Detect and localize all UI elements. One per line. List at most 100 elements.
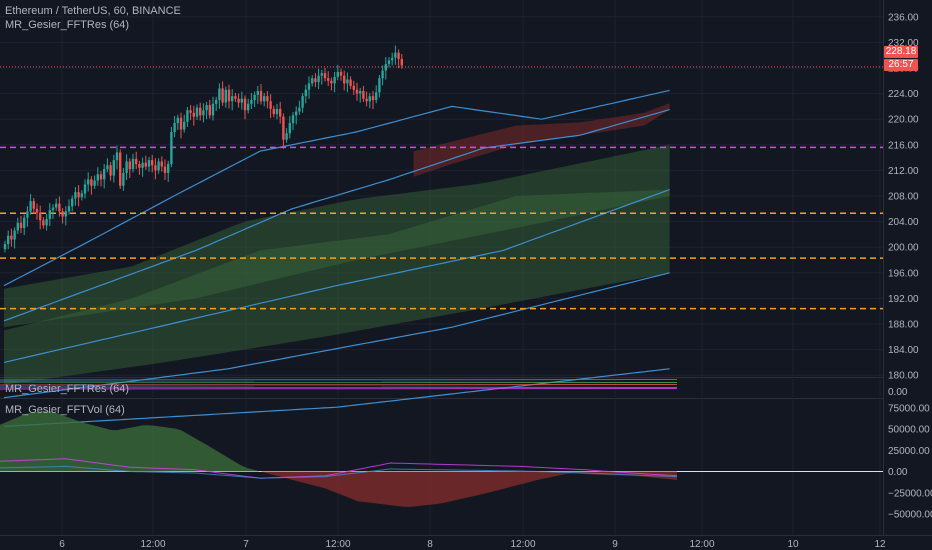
study-title-vol[interactable]: MR_Gesier_FFTVol (64) (5, 404, 125, 416)
candle-body (96, 174, 99, 181)
time-tick-label: 8 (427, 539, 433, 550)
candle-body (55, 203, 58, 208)
candle-body (291, 115, 295, 124)
time-tick-label: 9 (612, 539, 618, 550)
candle-body (64, 211, 67, 217)
candle-body (243, 98, 247, 111)
ma_very_slow[interactable] (3, 272, 670, 399)
candle-body (189, 110, 192, 113)
candle-body (221, 88, 224, 103)
vol-layer (0, 410, 883, 507)
ma_bottom[interactable] (3, 368, 670, 427)
time-tick-label: 12:00 (689, 539, 714, 550)
candle-body (131, 158, 135, 170)
candle-body (211, 103, 215, 116)
candle-body (349, 79, 352, 86)
candle-body (400, 59, 403, 66)
candle-body (23, 217, 26, 228)
time-tick-label: 6 (59, 539, 65, 550)
price-tick-label: 212.00 (888, 166, 919, 177)
candle-body (378, 78, 381, 93)
ma_slow[interactable] (3, 189, 670, 363)
candle-body (368, 96, 371, 102)
candle-body (93, 180, 96, 186)
price-tick-label: 224.00 (888, 89, 919, 100)
candle-body (285, 133, 288, 140)
candle-body (205, 105, 208, 111)
price-tick-label: 236.00 (888, 12, 919, 23)
res-line (0, 384, 678, 386)
candle-body (51, 207, 55, 211)
countdown-tag: 26:57 (884, 59, 918, 71)
res-tick-label: 0.00 (888, 387, 908, 398)
candle-body (355, 89, 359, 94)
price-tick-label: 184.00 (888, 345, 919, 356)
candle-body (282, 116, 285, 140)
candle-body (26, 211, 29, 218)
res-line (0, 379, 678, 381)
candle-body (35, 208, 39, 213)
candle-body (106, 165, 109, 170)
candle-body (317, 75, 320, 83)
candle-body (99, 174, 103, 180)
candle-body (202, 110, 205, 116)
candle-body (381, 70, 384, 79)
price-tick-label: 232.00 (888, 38, 919, 49)
ma_mid[interactable] (3, 109, 670, 322)
candle-body (320, 73, 323, 76)
candle-body (387, 60, 391, 65)
candle-body (253, 94, 256, 100)
symbol-title[interactable]: Ethereum / TetherUS, 60, BINANCE (5, 5, 181, 17)
ma_fast[interactable] (3, 89, 670, 287)
vol-area-negative (0, 471, 677, 507)
candle-body (77, 192, 80, 198)
candle-body (13, 230, 16, 240)
candle-body (186, 110, 189, 122)
candle-body (67, 206, 71, 212)
candle-body (250, 100, 253, 104)
candle-body (179, 117, 183, 130)
candle-body (195, 107, 199, 117)
candle-body (29, 201, 32, 212)
candle-body (375, 92, 378, 100)
candle-body (391, 57, 394, 61)
vol-line (0, 458, 678, 479)
res-line (0, 388, 678, 390)
candle-body (234, 96, 237, 99)
candle-body (16, 222, 19, 231)
candle-body (199, 107, 202, 116)
candle-body (58, 203, 61, 212)
candle-body (288, 123, 291, 134)
candle-body (307, 83, 311, 90)
study-title-res[interactable]: MR_Gesier_FFTRes (64) (5, 383, 130, 395)
candle-body (218, 88, 221, 100)
vol-tick-label: −25000.00 (888, 488, 932, 499)
candle-body (183, 121, 186, 130)
band_outer (4, 189, 670, 385)
vol-tick-label: 75000.00 (888, 403, 930, 414)
vol-tick-label: −50000.00 (888, 510, 932, 521)
candle-body (112, 160, 115, 176)
candle-body (147, 160, 151, 167)
candle-body (135, 158, 138, 164)
candle-body (74, 192, 77, 199)
candle-body (272, 108, 275, 115)
candle-body (122, 172, 125, 186)
study-title-main[interactable]: MR_Gesier_FFTRes (64) (5, 19, 130, 31)
candle-body (80, 193, 83, 198)
candle-body (192, 112, 195, 117)
level-layer (0, 66, 883, 310)
res-line (0, 386, 678, 388)
candle-body (138, 164, 141, 168)
candle-body (397, 52, 400, 60)
vol-area-positive (0, 410, 677, 472)
candle-body (256, 91, 259, 95)
candle-body (87, 179, 90, 185)
candle-body (83, 184, 87, 194)
candle-body (304, 89, 307, 97)
candle-body (323, 73, 327, 79)
candle-body (240, 98, 243, 103)
candle-body (394, 52, 397, 58)
